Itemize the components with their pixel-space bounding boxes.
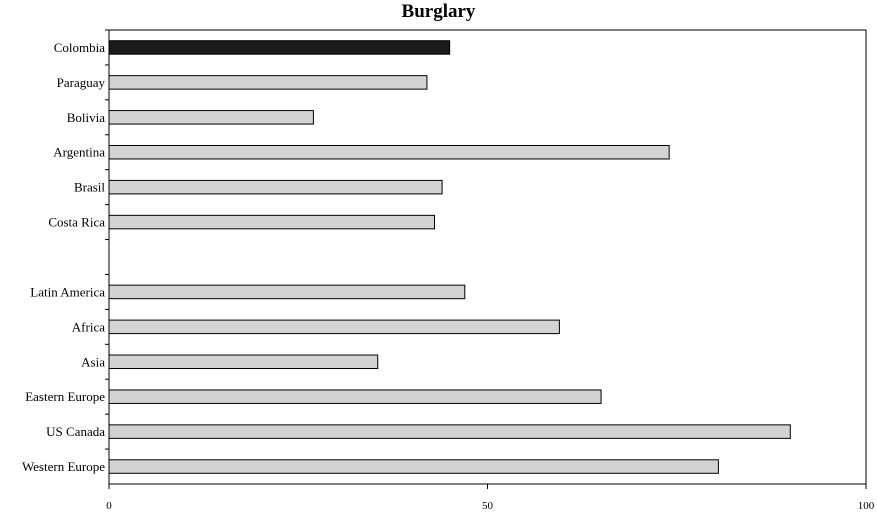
category-label: Brasil (74, 180, 105, 195)
bar-bolivia (108, 110, 314, 125)
bar-asia (108, 354, 379, 370)
bar-africa (108, 319, 560, 335)
bar-colombia (108, 40, 451, 55)
category-label: Africa (72, 319, 105, 334)
x-tick-label: 50 (482, 500, 494, 512)
bar-western-europe (108, 459, 719, 474)
category-label: Asia (81, 354, 105, 369)
category-label: Paraguay (57, 75, 106, 90)
category-label: Western Europe (22, 459, 105, 474)
category-label: Argentina (53, 145, 105, 160)
category-label: Eastern Europe (25, 389, 105, 404)
bar-latin-america (108, 284, 466, 300)
category-label: Bolivia (67, 110, 106, 125)
chart-title: Burglary (401, 1, 476, 22)
plot-area-frame (108, 29, 867, 485)
bar-us-canada (108, 424, 791, 439)
x-tick-label: 100 (858, 500, 875, 512)
bar-costa-rica (108, 214, 436, 230)
bar-paraguay (108, 75, 428, 90)
category-label: US Canada (46, 424, 105, 439)
x-tick-label: 0 (106, 500, 112, 512)
bar-eastern-europe (108, 389, 602, 404)
category-label: Latin America (30, 284, 105, 299)
category-label: Colombia (54, 40, 106, 55)
bar-brasil (108, 179, 443, 195)
bar-argentina (108, 144, 670, 160)
category-label: Costa Rica (48, 215, 105, 230)
